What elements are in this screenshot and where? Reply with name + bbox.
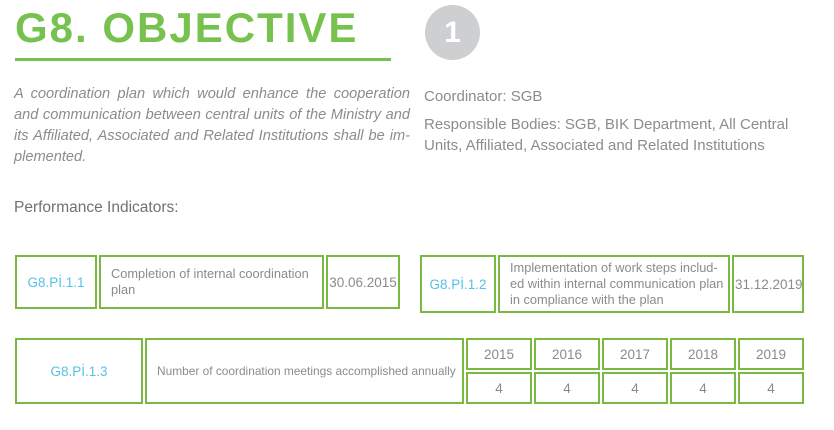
year-header-cell: 2017 (602, 338, 668, 370)
year-header-cell: 2019 (738, 338, 804, 370)
table-row: G8.Pİ.1.3 Number of coordination meeting… (15, 338, 804, 404)
indicator-table-g8pi-1-1: G8.Pİ.1.1 Completion of internal coordin… (13, 253, 402, 311)
indicator-code: G8.Pİ.1.2 (420, 255, 496, 313)
objective-number-badge: 1 (425, 5, 480, 60)
indicator-code: G8.Pİ.1.3 (15, 338, 143, 404)
table-row: G8.Pİ.1.1 Completion of internal coordin… (15, 255, 400, 309)
indicator-table-g8pi-1-2: G8.Pİ.1.2 Implementation of work steps i… (418, 253, 806, 315)
indicator-code: G8.Pİ.1.1 (15, 255, 97, 309)
year-value-cell: 4 (738, 372, 804, 404)
table-row: 4 4 4 4 4 (15, 372, 804, 404)
indicator-deadline: 31.12.2019 (732, 255, 804, 313)
page-title: G8. OBJECTIVE (15, 4, 359, 51)
performance-indicators-heading: Performance Indicators: (14, 199, 179, 216)
title-underline (15, 58, 391, 61)
indicator-description: Completion of internal coordination plan (99, 255, 324, 309)
year-header-cell: 2018 (670, 338, 736, 370)
year-header-cell: 2016 (534, 338, 600, 370)
indicator-description: Implementation of work steps includ- ed … (498, 255, 730, 313)
indicator-deadline: 30.06.2015 (326, 255, 400, 309)
indicator-table-g8pi-1-3: G8.Pİ.1.3 Number of coordination meeting… (13, 336, 806, 406)
year-value-cell: 4 (602, 372, 668, 404)
year-value-cell: 4 (534, 372, 600, 404)
table-row: G8.Pİ.1.2 Implementation of work steps i… (420, 255, 804, 313)
objective-description: A coordination plan which would enhance … (14, 86, 410, 165)
coordinator-line: Coordinator: SGB (424, 88, 543, 105)
year-header-cell: 2015 (466, 338, 532, 370)
year-value-cell: 4 (670, 372, 736, 404)
responsible-bodies-line: Responsible Bodies: SGB, BIK Department,… (424, 116, 789, 154)
indicator-description: Number of coordination meetings accompli… (145, 338, 464, 404)
year-value-cell: 4 (466, 372, 532, 404)
